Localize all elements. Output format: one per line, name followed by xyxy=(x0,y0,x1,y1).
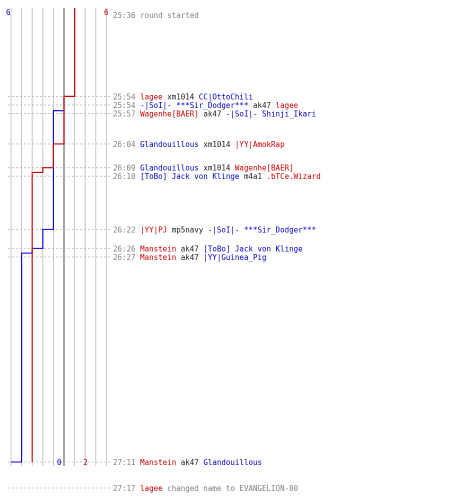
event-killer: Manstein xyxy=(140,458,176,467)
event-killer: |YY|PJ xyxy=(140,225,167,234)
event-time: 26:26 xyxy=(113,244,136,253)
event-row: 26:27 Manstein ak47 |YY|Guinea_Pig xyxy=(113,253,267,262)
event-weapon: ak47 xyxy=(253,101,271,110)
event-weapon: ak47 xyxy=(181,244,199,253)
event-row: 26:04 Glandouillous xm1014 |YY|AmokRap xyxy=(113,140,285,149)
round-start-label: round started xyxy=(140,11,199,20)
event-weapon: m4a1 xyxy=(244,172,262,181)
event-time: 25:36 xyxy=(113,11,136,20)
event-weapon: ak47 xyxy=(203,109,221,118)
event-killer: Wagenhe[BAER] xyxy=(140,109,199,118)
event-victim: lagee xyxy=(276,101,299,110)
red-start-score: 6 xyxy=(104,8,109,17)
event-victim: Wagenhe[BAER] xyxy=(235,164,294,173)
event-victim: .bTCe.Wizard xyxy=(267,172,321,181)
event-killer: lagee xyxy=(140,92,163,101)
event-victim: |YY|AmokRap xyxy=(235,140,285,149)
event-killer: Glandouillous xyxy=(140,140,199,149)
event-time: 26:09 xyxy=(113,164,136,173)
event-weapon: ak47 xyxy=(181,253,199,262)
event-row: 27:11 Manstein ak47 Glandouillous xyxy=(113,458,262,467)
event-killer: Glandouillous xyxy=(140,164,199,173)
event-time: 25:54 xyxy=(113,101,136,110)
event-time: 26:10 xyxy=(113,172,136,181)
red-end-score: 2 xyxy=(83,458,88,467)
event-killer: [ToBo] Jack von Klinge xyxy=(140,172,240,181)
event-row: 25:54 lagee xm1014 CC|OttoChili xyxy=(113,92,253,101)
footer-player: lagee xyxy=(140,484,163,493)
event-killer: -|SoI|- ***Sir_Dodger*** xyxy=(140,101,248,110)
event-row: 25:54 -|SoI|- ***Sir_Dodger*** ak47 lage… xyxy=(113,101,299,110)
event-row: 26:26 Manstein ak47 [ToBo] Jack von Klin… xyxy=(113,244,303,253)
event-time: 25:57 xyxy=(113,109,136,118)
event-victim: |YY|Guinea_Pig xyxy=(203,253,266,262)
footer-row: 27:17 lagee changed name to EVANGELION-0… xyxy=(113,484,299,493)
event-time: 26:04 xyxy=(113,140,136,149)
event-weapon: mp5navy xyxy=(172,225,204,234)
event-victim: CC|OttoChili xyxy=(199,92,253,101)
event-time: 26:22 xyxy=(113,225,136,234)
blue-end-score: 0 xyxy=(57,458,62,467)
blue-start-score: 6 xyxy=(6,8,11,17)
event-weapon: xm1014 xyxy=(203,140,231,149)
footer-text: changed name to EVANGELION-00 xyxy=(167,484,298,493)
series-red-line xyxy=(31,8,76,462)
event-weapon: xm1014 xyxy=(203,164,231,173)
event-time: 27:11 xyxy=(113,458,136,467)
event-time: 26:27 xyxy=(113,253,136,262)
event-victim: Glandouillous xyxy=(203,458,262,467)
event-victim: -|SoI|- ***Sir_Dodger*** xyxy=(208,225,316,234)
event-row: 26:10 [ToBo] Jack von Klinge m4a1 .bTCe.… xyxy=(113,172,321,181)
event-weapon: xm1014 xyxy=(167,92,195,101)
event-row: 26:22 |YY|PJ mp5navy -|SoI|- ***Sir_Dodg… xyxy=(113,225,316,234)
event-time: 25:54 xyxy=(113,92,136,101)
event-row: 26:09 Glandouillous xm1014 Wagenhe[BAER] xyxy=(113,164,294,173)
event-victim: -|SoI|- Shinji_Ikari xyxy=(226,109,316,118)
event-weapon: ak47 xyxy=(181,458,199,467)
event-killer: Manstein xyxy=(140,253,176,262)
event-time: 27:17 xyxy=(113,484,136,493)
event-victim: [ToBo] Jack von Klinge xyxy=(203,244,303,253)
round-start-row: 25:36 round started xyxy=(113,11,199,20)
event-row: 25:57 Wagenhe[BAER] ak47 -|SoI|- Shinji_… xyxy=(113,109,316,118)
event-killer: Manstein xyxy=(140,244,176,253)
